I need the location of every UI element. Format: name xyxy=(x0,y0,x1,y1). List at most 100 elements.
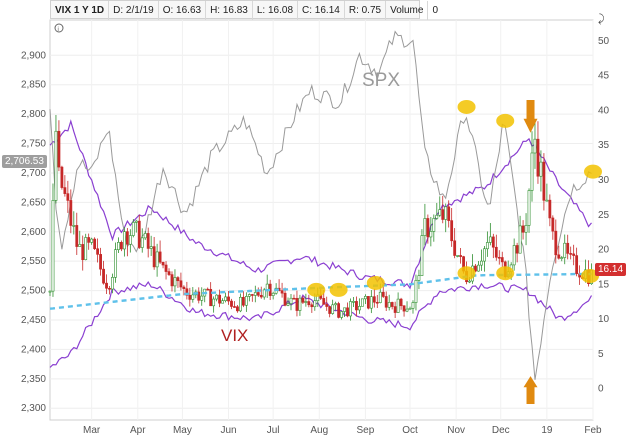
vix-candle-body xyxy=(283,292,287,306)
up-arrow-marker xyxy=(523,376,538,404)
vix-candle-body xyxy=(372,296,376,303)
bollinger-bands xyxy=(49,119,593,368)
highlight-marker xyxy=(457,266,476,281)
right-tick-label: 40 xyxy=(598,105,610,116)
vix-candle-body xyxy=(69,200,73,226)
vix-candle-body xyxy=(512,245,516,266)
left-axis-ticks: 2,300 2,350 2,400 2,450 2,500 2,550 2,600 2,650… xyxy=(21,50,46,414)
x-tick-label: May xyxy=(173,425,192,436)
vix-candle-body xyxy=(343,307,346,312)
highlight-marker xyxy=(581,269,600,283)
vix-candle-body xyxy=(313,300,317,308)
vix-candle-body xyxy=(563,242,567,258)
vix-candle-body xyxy=(453,240,457,256)
vix-candle-body xyxy=(298,297,302,311)
vix-candle-body xyxy=(551,217,555,232)
x-tick-label: Sep xyxy=(356,425,374,436)
vix-candle-body xyxy=(497,256,501,259)
x-tick-label: Dec xyxy=(492,425,510,436)
vix-candle-body xyxy=(90,238,94,243)
vix-candle-body xyxy=(349,301,352,317)
highlight-marks xyxy=(307,99,602,404)
vix-candle-body xyxy=(96,248,100,255)
high-value: H: 16.83 xyxy=(206,1,253,20)
vix-candle-body xyxy=(480,260,483,266)
vix-candle-body xyxy=(93,238,97,250)
vix-candle-body xyxy=(241,296,245,306)
vix-candle-body xyxy=(482,248,486,262)
left-tick-label: 2,900 xyxy=(21,50,46,61)
vix-candle-body xyxy=(206,288,210,291)
x-tick-label: Mar xyxy=(83,425,101,436)
low-value: L: 16.08 xyxy=(253,1,299,20)
vix-candle-body xyxy=(170,274,174,287)
x-axis-ticks: Mar Apr May Jun Jul Aug Sep Oct Nov Dec 19 Feb xyxy=(83,425,602,436)
vix-candle-body xyxy=(331,304,335,314)
plot-area xyxy=(49,19,594,421)
scale-toggle-icon[interactable]: ⤸ xyxy=(598,13,605,25)
left-tick-label: 2,800 xyxy=(21,109,46,120)
close-value: C: 16.14 xyxy=(298,1,345,20)
vix-candle-body xyxy=(239,296,242,312)
vix-candle-body xyxy=(328,306,332,314)
vix-candle-body xyxy=(167,271,171,275)
symbol-label[interactable]: VIX 1 Y 1D xyxy=(51,1,110,20)
info-icon[interactable] xyxy=(54,23,64,33)
vix-candle-body xyxy=(456,255,460,257)
volume-value: 0 xyxy=(432,5,439,16)
open-value: O: 16.63 xyxy=(159,1,207,20)
vix-candle-body xyxy=(125,231,129,245)
vix-candle-body xyxy=(188,295,192,300)
vix-candle-body xyxy=(375,301,379,304)
left-tick-label: 2,650 xyxy=(21,197,46,208)
vix-candle-body xyxy=(459,255,462,257)
vix-candle-body xyxy=(173,277,177,287)
vix-candle-body xyxy=(408,307,412,310)
highlight-marker xyxy=(457,99,476,114)
vix-candle-body xyxy=(182,286,186,290)
vix-candle-body xyxy=(310,304,314,308)
vix-candle-body xyxy=(146,233,150,249)
vix-candle-body xyxy=(212,298,216,307)
highlight-marker xyxy=(584,164,602,179)
x-tick-label: Nov xyxy=(447,425,465,436)
vix-candle-body xyxy=(99,254,102,270)
vix-candle-body xyxy=(218,294,221,304)
vix-candle-body xyxy=(524,225,528,233)
vix-candle-body xyxy=(432,218,436,232)
vix-candle-body xyxy=(152,246,156,268)
vix-candle-body xyxy=(131,222,135,236)
vix-candle-body xyxy=(247,294,251,297)
down-arrow-marker xyxy=(523,100,538,133)
right-tick-label: 30 xyxy=(598,175,610,186)
vix-label: VIX xyxy=(221,326,248,345)
vix-candle-body xyxy=(390,302,394,307)
vix-candle-body xyxy=(227,296,230,302)
vix-candle-body xyxy=(114,249,117,278)
vix-candle-body xyxy=(450,220,454,242)
vix-candle-body xyxy=(301,297,305,303)
left-tick-label: 2,450 xyxy=(21,315,46,326)
vix-candle-body xyxy=(569,253,573,255)
vix-candle-body xyxy=(420,235,424,276)
vix-candle-body xyxy=(518,225,522,254)
vix-candle-body xyxy=(378,291,382,303)
vix-candle-body xyxy=(78,244,82,247)
vix-candle-body xyxy=(334,303,338,306)
vix-candle-body xyxy=(295,298,299,311)
vix-candle-body xyxy=(230,300,233,307)
vix-candle-body xyxy=(158,251,162,263)
vix-candle-body xyxy=(105,282,108,289)
vix-candle-body xyxy=(48,290,52,293)
vix-candle-body xyxy=(122,231,126,250)
right-tick-label: 35 xyxy=(598,140,610,151)
grid xyxy=(50,20,594,420)
vix-candle-body xyxy=(366,296,370,309)
vix-candle-body xyxy=(530,152,534,191)
vix-candle-body xyxy=(575,255,579,275)
right-tick-label: 20 xyxy=(598,245,610,256)
vix-candle-body xyxy=(387,302,391,308)
vix-candle-body xyxy=(322,298,326,305)
vix-candle-body xyxy=(215,294,219,300)
right-price-tag: 16.14 xyxy=(595,263,627,276)
